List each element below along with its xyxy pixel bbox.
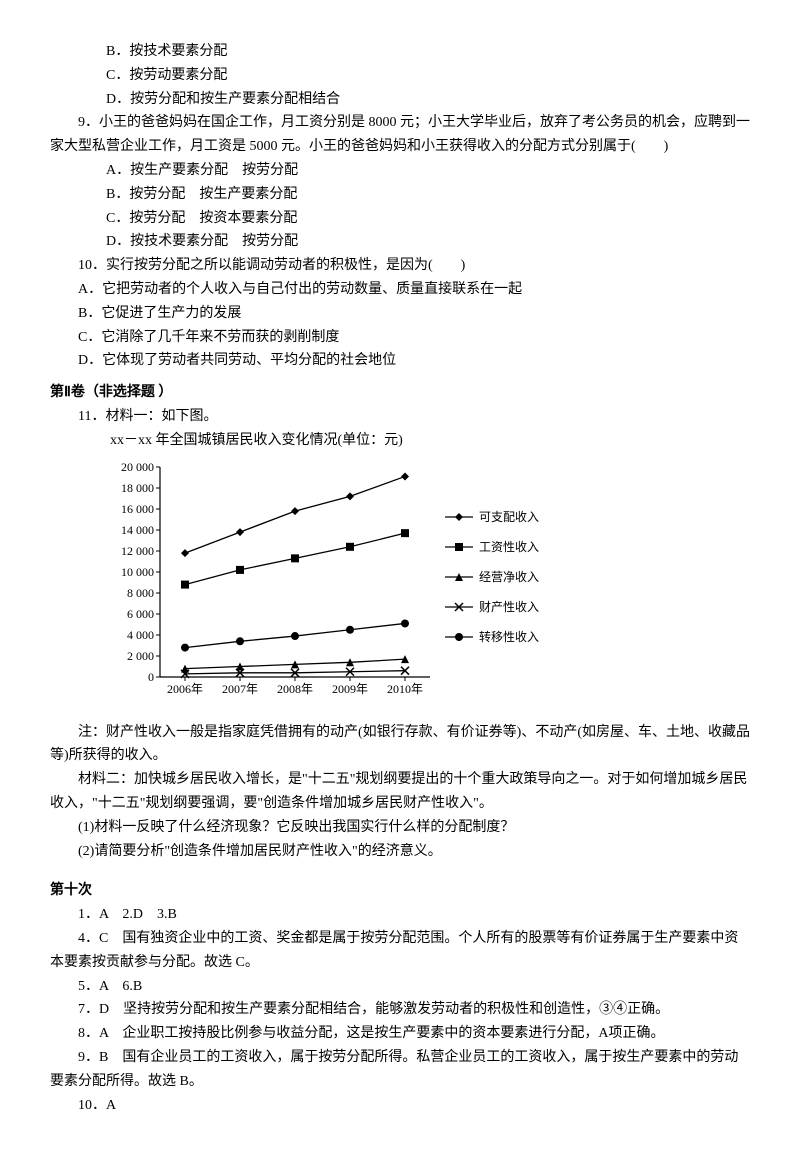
- svg-text:20 000: 20 000: [121, 460, 154, 474]
- svg-text:2009年: 2009年: [332, 682, 368, 696]
- svg-text:12 000: 12 000: [121, 544, 154, 558]
- svg-text:经营净收入: 经营净收入: [479, 570, 539, 584]
- svg-text:2 000: 2 000: [127, 649, 154, 663]
- ans-4: 4．C 国有独资企业中的工资、奖金都是属于按劳分配范围。个人所有的股票等有价证券…: [50, 927, 750, 975]
- svg-text:18 000: 18 000: [121, 481, 154, 495]
- svg-text:4 000: 4 000: [127, 628, 154, 642]
- q10-c: C．它消除了几千年来不劳而获的剥削制度: [50, 326, 750, 350]
- q11-sub2: (2)请简要分析"创造条件增加居民财产性收入"的经济意义。: [50, 840, 750, 864]
- option-c: C．按劳动要素分配: [50, 64, 750, 88]
- chart-note: 注：财产性收入一般是指家庭凭借拥有的动产(如银行存款、有价证券等)、不动产(如房…: [50, 721, 750, 769]
- answers-title: 第十次: [50, 879, 750, 903]
- svg-text:8 000: 8 000: [127, 586, 154, 600]
- income-chart: 0 2 000 4 000 6 000 8 000 10 000 12 000 14 000 1…: [110, 457, 750, 717]
- svg-text:16 000: 16 000: [121, 502, 154, 516]
- svg-text:工资性收入: 工资性收入: [479, 540, 539, 554]
- q9-a: A．按生产要素分配 按劳分配: [50, 159, 750, 183]
- svg-text:转移性收入: 转移性收入: [479, 629, 539, 644]
- q9-c: C．按劳分配 按资本要素分配: [50, 207, 750, 231]
- q11-line1: 11．材料一：如下图。: [50, 405, 750, 429]
- svg-text:10 000: 10 000: [121, 565, 154, 579]
- q10-a: A．它把劳动者的个人收入与自己付出的劳动数量、质量直接联系在一起: [50, 278, 750, 302]
- q9-b: B．按劳分配 按生产要素分配: [50, 183, 750, 207]
- ans-7: 7．D 坚持按劳分配和按生产要素分配相结合，能够激发劳动者的积极性和创造性，③④…: [50, 998, 750, 1022]
- ans-8: 8．A 企业职工按持股比例参与收益分配，这是按生产要素中的资本要素进行分配，A项…: [50, 1022, 750, 1046]
- option-b: B．按技术要素分配: [50, 40, 750, 64]
- part2-title: 第Ⅱ卷（非选择题 ）: [50, 381, 750, 405]
- svg-text:2010年: 2010年: [387, 682, 423, 696]
- svg-text:2008年: 2008年: [277, 682, 313, 696]
- q9-stem: 9．小王的爸爸妈妈在国企工作，月工资分别是 8000 元；小王大学毕业后，放弃了…: [50, 111, 750, 159]
- ans-10: 10．A: [50, 1094, 750, 1118]
- q9-d: D．按技术要素分配 按劳分配: [50, 230, 750, 254]
- svg-text:0: 0: [148, 670, 154, 684]
- svg-text:14 000: 14 000: [121, 523, 154, 537]
- material-2: 材料二：加快城乡居民收入增长，是"十二五"规划纲要提出的十个重大政策导向之一。对…: [50, 768, 750, 816]
- q11-sub1: (1)材料一反映了什么经济现象？它反映出我国实行什么样的分配制度？: [50, 816, 750, 840]
- q10-b: B．它促进了生产力的发展: [50, 302, 750, 326]
- chart-svg: 0 2 000 4 000 6 000 8 000 10 000 12 000 14 000 1…: [110, 457, 570, 717]
- svg-text:2007年: 2007年: [222, 682, 258, 696]
- svg-text:可支配收入: 可支配收入: [479, 510, 539, 524]
- option-d: D．按劳分配和按生产要素分配相结合: [50, 88, 750, 112]
- ans-1: 1．A 2.D 3.B: [50, 903, 750, 927]
- q10-d: D．它体现了劳动者共同劳动、平均分配的社会地位: [50, 349, 750, 373]
- svg-text:2006年: 2006年: [167, 682, 203, 696]
- ans-5: 5．A 6.B: [50, 975, 750, 999]
- ans-9: 9．B 国有企业员工的工资收入，属于按劳分配所得。私营企业员工的工资收入，属于按…: [50, 1046, 750, 1094]
- svg-text:财产性收入: 财产性收入: [479, 600, 539, 614]
- svg-text:6 000: 6 000: [127, 607, 154, 621]
- q10-stem: 10．实行按劳分配之所以能调动劳动者的积极性，是因为( ): [50, 254, 750, 278]
- chart-title: xx－xx 年全国城镇居民收入变化情况(单位：元): [110, 429, 750, 453]
